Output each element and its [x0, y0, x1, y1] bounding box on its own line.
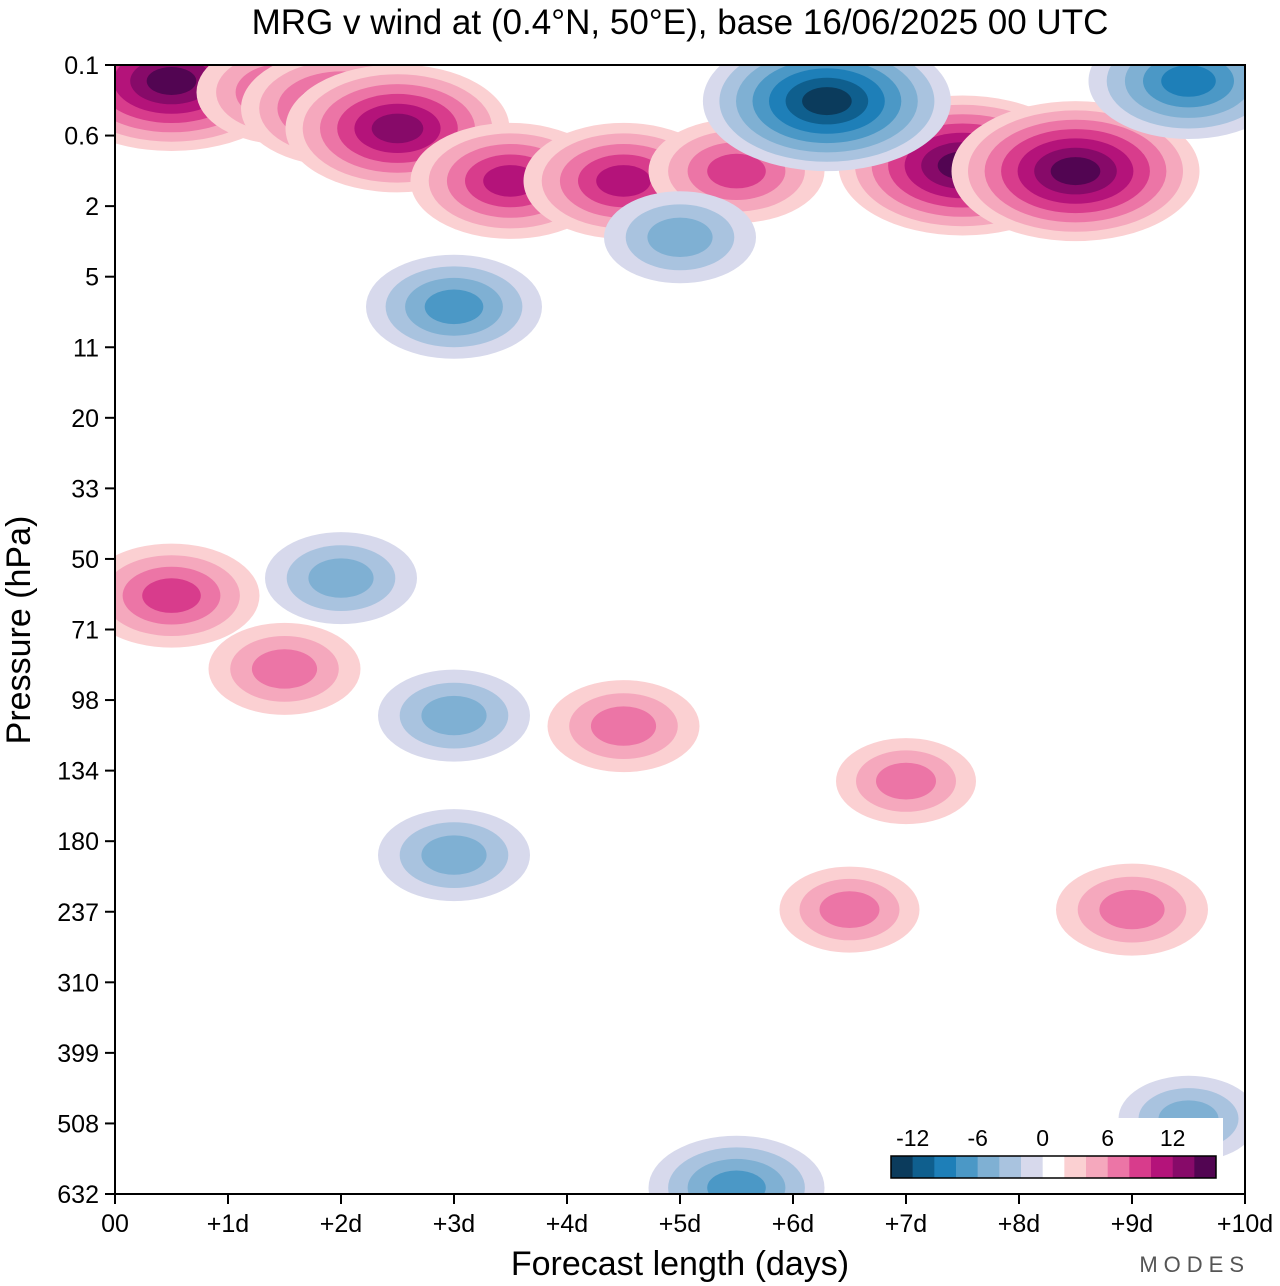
colorbar-swatch: [912, 1156, 935, 1178]
contour-band: [707, 1170, 766, 1194]
colorbar-tick-label: 12: [1160, 1125, 1186, 1151]
colorbar-swatch: [1107, 1156, 1130, 1178]
y-tick-label: 180: [57, 828, 99, 856]
y-tick-label: 399: [57, 1040, 99, 1068]
y-tick-label: 134: [57, 758, 99, 786]
contour-band: [142, 578, 201, 613]
contour-feature: [1056, 863, 1208, 956]
contour-feature: [378, 669, 530, 762]
colorbar-frame: [890, 1155, 1217, 1179]
colorbar-tick-label: 0: [1036, 1125, 1049, 1151]
y-tick-label: 237: [57, 899, 99, 927]
colorbar-swatch: [1194, 1156, 1217, 1178]
contour-band: [483, 165, 538, 197]
contour-field: [115, 65, 1245, 1194]
contour-band: [590, 706, 657, 746]
contour-band: [424, 289, 484, 325]
x-tick-label: +6d: [772, 1210, 814, 1238]
y-axis-label: Pressure (hPa): [0, 516, 38, 745]
colorbar-swatch: [1172, 1156, 1195, 1178]
contour-feature: [951, 101, 1200, 242]
y-tick-label: 2: [85, 193, 99, 221]
colorbar-swatch: [1086, 1156, 1108, 1178]
contour-feature: [779, 866, 920, 953]
colorbar-tick-label: 6: [1101, 1125, 1114, 1151]
colorbar-swatch: [891, 1156, 913, 1178]
x-axis: 00 +1d +2d +3d +4d +5d +6d +7d +8d +9d +10d: [101, 1194, 1273, 1238]
colorbar-swatch: [1151, 1156, 1173, 1178]
contour-feature: [547, 680, 700, 773]
contour-feature: [1088, 65, 1245, 139]
contour-band: [308, 558, 374, 598]
contour-band: [146, 67, 197, 95]
modes-watermark: MODES: [1139, 1252, 1250, 1277]
contour-feature: [265, 532, 417, 625]
contour-band: [371, 113, 424, 144]
contour-band: [596, 165, 651, 197]
contour-feature: [208, 622, 361, 715]
x-tick-label: +5d: [659, 1210, 701, 1238]
colorbar-swatch: [934, 1156, 957, 1178]
y-tick-label: 11: [73, 334, 99, 362]
x-tick-label: +10d: [1217, 1210, 1273, 1238]
colorbar-legend: -12 -6 0 6 12: [885, 1118, 1223, 1184]
contour-band: [707, 153, 766, 189]
y-axis: 0.1 0.6 2 5 11 20 33 50 71 98 134 180 237 310 399 508 63…: [57, 52, 115, 1209]
contour-feature: [378, 809, 530, 902]
contour-band: [876, 762, 936, 800]
x-tick-label: +1d: [207, 1210, 249, 1238]
contour-band: [421, 835, 487, 875]
x-tick-label: +8d: [998, 1210, 1040, 1238]
colorbar-swatch: [1129, 1156, 1152, 1178]
colorbar-tick-label: -12: [896, 1125, 929, 1151]
contour-feature: [604, 191, 756, 284]
y-tick-label: 33: [71, 475, 99, 503]
y-tick-label: 20: [71, 405, 99, 433]
x-tick-label: +9d: [1111, 1210, 1153, 1238]
colorbar-tick-label: -6: [967, 1125, 987, 1151]
x-tick-label: 00: [101, 1210, 129, 1238]
x-tick-label: +2d: [320, 1210, 362, 1238]
colorbar-swatch: [1021, 1156, 1043, 1178]
y-tick-label: 0.6: [64, 123, 99, 151]
x-tick-label: +7d: [885, 1210, 927, 1238]
contour-feature: [702, 65, 951, 172]
y-tick-label: 98: [71, 687, 99, 715]
contour-feature: [648, 1135, 825, 1194]
y-tick-label: 632: [57, 1181, 99, 1209]
y-tick-label: 508: [57, 1110, 99, 1138]
y-tick-label: 310: [57, 969, 99, 997]
contour-feature: [836, 738, 976, 825]
y-tick-label: 71: [71, 617, 99, 645]
colorbar-swatch: [1064, 1156, 1087, 1178]
contour-band: [1099, 889, 1165, 930]
colorbar-swatch: [999, 1156, 1022, 1178]
chart-title: MRG v wind at (0.4°N, 50°E), base 16/06/…: [252, 3, 1109, 42]
contour-band: [251, 649, 318, 689]
y-tick-label: 0.1: [64, 52, 99, 80]
contour-band: [802, 87, 852, 116]
contour-band: [647, 217, 713, 257]
x-tick-label: +4d: [546, 1210, 588, 1238]
contour-feature: [366, 254, 542, 359]
y-tick-label: 5: [85, 264, 99, 292]
contour-band: [421, 695, 487, 736]
colorbar-swatch: [977, 1156, 1000, 1178]
x-tick-label: +3d: [433, 1210, 475, 1238]
contour-band: [1050, 157, 1101, 186]
contour-feature: [115, 543, 260, 648]
contour-band: [819, 891, 880, 928]
contour-band: [1161, 65, 1216, 97]
colorbar-swatch: [1042, 1156, 1065, 1178]
colorbar-swatch: [956, 1156, 978, 1178]
x-axis-label: Forecast length (days): [511, 1245, 849, 1283]
y-tick-label: 50: [71, 546, 99, 574]
